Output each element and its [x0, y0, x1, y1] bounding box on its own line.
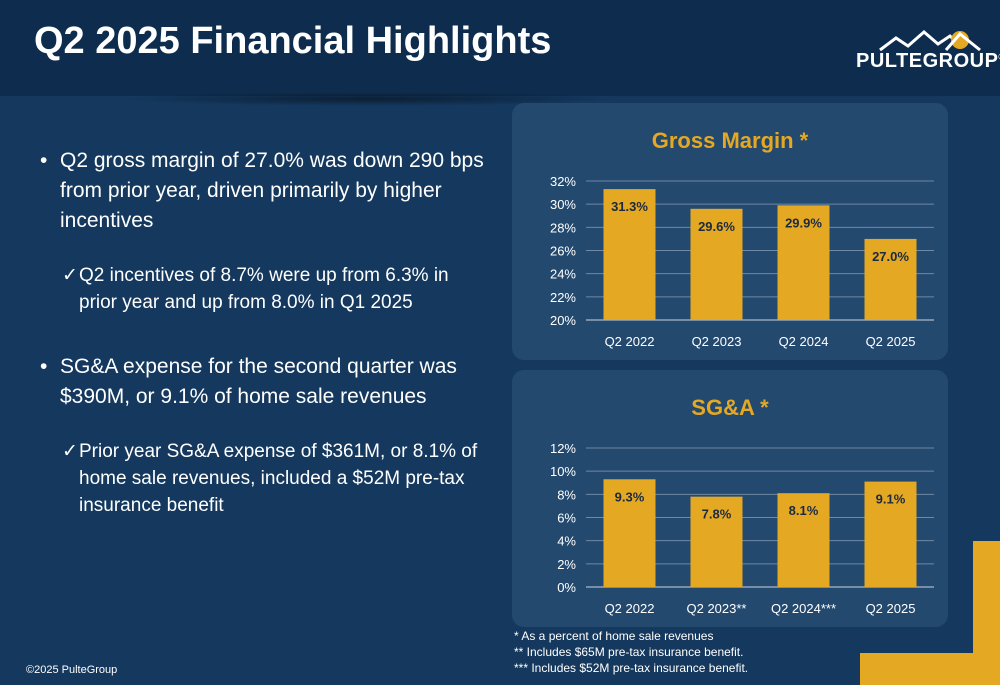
sub-bullet-incentives: ✓ Q2 incentives of 8.7% were up from 6.3… — [62, 262, 490, 316]
x-tick-label: Q2 2022 — [605, 601, 655, 616]
x-tick-label: Q2 2023 — [692, 334, 742, 349]
data-label: 29.9% — [785, 215, 822, 230]
chart-title: SG&A * — [691, 395, 769, 420]
bullet-gross-margin: • Q2 gross margin of 27.0% was down 290 … — [40, 146, 490, 236]
bar — [864, 238, 917, 320]
footnote: ** Includes $65M pre-tax insurance benef… — [514, 645, 744, 659]
y-tick-label: 10% — [550, 464, 576, 479]
bar — [690, 208, 743, 320]
y-tick-label: 30% — [550, 197, 576, 212]
sub-bullet-text: Q2 incentives of 8.7% were up from 6.3% … — [79, 265, 449, 313]
y-tick-label: 28% — [550, 220, 576, 235]
footnotes: * As a percent of home sale revenues ** … — [514, 628, 748, 676]
y-tick-label: 6% — [557, 511, 576, 526]
data-label: 27.0% — [872, 249, 909, 264]
bar — [690, 496, 743, 587]
data-label: 31.3% — [611, 199, 648, 214]
header-bar: Q2 2025 Financial Highlights PULTEGROUP® — [0, 0, 1000, 96]
gross-margin-chart-panel: Gross Margin * 20% 22% 24% 26% 28% 30% 32% 31.3%… — [512, 103, 948, 360]
header-shadow — [120, 92, 620, 106]
bullet-dot: • — [40, 149, 48, 172]
bar — [777, 493, 830, 587]
y-tick-label: 2% — [557, 557, 576, 572]
check-icon: ✓ — [62, 265, 78, 286]
sub-bullet-text: Prior year SG&A expense of $361M, or 8.1… — [79, 441, 478, 516]
house-roof-icon — [879, 30, 981, 52]
x-tick-label: Q2 2024 — [779, 334, 829, 349]
bullet-list: • Q2 gross margin of 27.0% was down 290 … — [40, 146, 490, 555]
data-label: 9.3% — [615, 489, 645, 504]
logo-wordmark: PULTEGROUP® — [856, 50, 1000, 72]
bar — [603, 479, 656, 587]
y-tick-label: 0% — [557, 580, 576, 595]
data-label: 8.1% — [789, 503, 819, 518]
x-tick-label: Q2 2024*** — [771, 601, 836, 616]
y-tick-label: 12% — [550, 441, 576, 456]
bullet-sga: • SG&A expense for the second quarter wa… — [40, 352, 490, 412]
sga-chart: SG&A * 0% 2% 4% 6% 8% 10% 12% 9.3% Q2 2022 7.8% Q2 … — [550, 395, 934, 616]
bar — [864, 481, 917, 587]
bullet-text: Q2 gross margin of 27.0% was down 290 bp… — [60, 149, 484, 232]
pultegroup-logo: PULTEGROUP® — [856, 26, 1000, 78]
footnote: * As a percent of home sale revenues — [514, 629, 714, 643]
accent-bar-horizontal — [860, 653, 1000, 685]
x-tick-label: Q2 2025 — [866, 601, 916, 616]
y-tick-label: 20% — [550, 313, 576, 328]
y-tick-label: 4% — [557, 534, 576, 549]
y-tick-label: 24% — [550, 267, 576, 282]
y-tick-label: 32% — [550, 174, 576, 189]
bullet-text: SG&A expense for the second quarter was … — [60, 355, 457, 408]
data-label: 9.1% — [876, 492, 906, 507]
y-tick-label: 8% — [557, 487, 576, 502]
sga-chart-panel: SG&A * 0% 2% 4% 6% 8% 10% 12% 9.3% Q2 2022 7.8% Q2 … — [512, 370, 948, 627]
chart-title: Gross Margin * — [652, 128, 809, 153]
x-tick-label: Q2 2023** — [687, 601, 747, 616]
check-icon: ✓ — [62, 441, 78, 462]
page-title: Q2 2025 Financial Highlights — [34, 20, 552, 62]
data-label: 7.8% — [702, 507, 732, 522]
data-label: 29.6% — [698, 219, 735, 234]
y-tick-label: 22% — [550, 290, 576, 305]
copyright: ©2025 PulteGroup — [26, 664, 118, 676]
y-tick-label: 26% — [550, 244, 576, 259]
x-tick-label: Q2 2022 — [605, 334, 655, 349]
gross-margin-chart: Gross Margin * 20% 22% 24% 26% 28% 30% 32% 31.3%… — [550, 128, 934, 349]
footnote: *** Includes $52M pre-tax insurance bene… — [514, 661, 749, 675]
sub-bullet-prior-sga: ✓ Prior year SG&A expense of $361M, or 8… — [62, 438, 490, 519]
bar — [603, 189, 656, 320]
x-tick-label: Q2 2025 — [866, 334, 916, 349]
bullet-dot: • — [40, 355, 48, 378]
bar — [777, 205, 830, 320]
